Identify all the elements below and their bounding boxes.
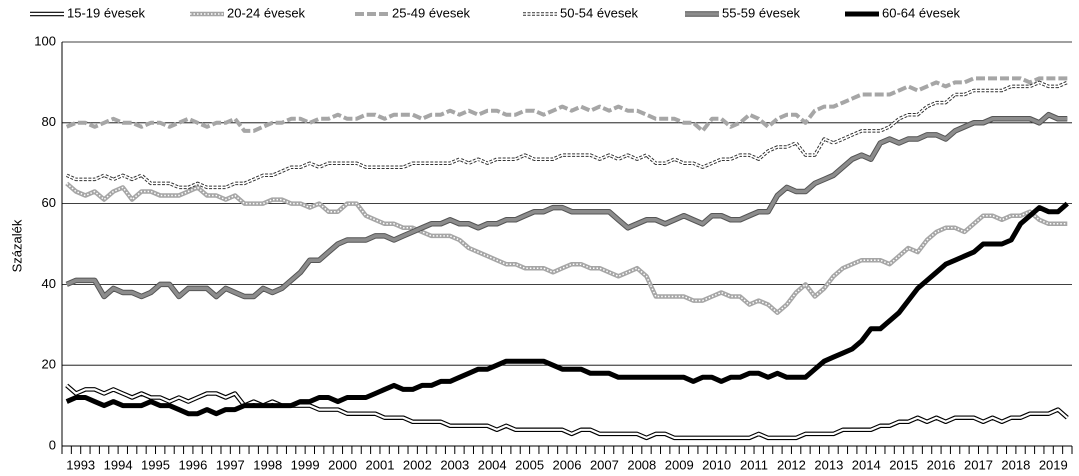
y-axis-label: Százalék [9, 219, 24, 272]
x-tick-label: 2003 [440, 457, 469, 472]
x-tick-label: 2010 [702, 457, 731, 472]
series-line [65, 76, 1068, 133]
x-tick-label: 1997 [216, 457, 245, 472]
series-line [66, 81, 1068, 189]
x-tick-label: 2013 [814, 457, 843, 472]
x-tick-label: 2018 [1001, 457, 1030, 472]
series-line [65, 111, 1068, 300]
legend-label: 55-59 évesek [722, 5, 801, 20]
legend-label: 20-24 évesek [227, 5, 306, 20]
x-tick-label: 2007 [590, 457, 619, 472]
x-tick-label: 2001 [366, 457, 395, 472]
x-tick-label: 1993 [66, 457, 95, 472]
legend-label: 50-54 évesek [560, 5, 639, 20]
legend-label: 15-19 évesek [67, 5, 146, 20]
x-tick-label: 2006 [553, 457, 582, 472]
x-tick-label: 2002 [403, 457, 432, 472]
x-tick-label: 2019 [1039, 457, 1068, 472]
x-tick-label: 2017 [964, 457, 993, 472]
x-tick-label: 2012 [777, 457, 806, 472]
x-tick-label: 2008 [627, 457, 656, 472]
x-tick-label: 1999 [291, 457, 320, 472]
legend-label: 60-64 évesek [882, 5, 961, 20]
x-tick-label: 2011 [740, 457, 768, 472]
legend-label: 25-49 évesek [392, 5, 471, 20]
x-tick-label: 2000 [328, 457, 357, 472]
series-line [65, 80, 1068, 190]
x-tick-label: 1996 [178, 457, 207, 472]
y-tick-label: 60 [42, 195, 56, 210]
y-tick-label: 80 [42, 114, 56, 129]
series-line [66, 182, 1068, 314]
y-tick-label: 100 [34, 33, 56, 48]
series-line [66, 112, 1068, 299]
x-tick-label: 2005 [515, 457, 544, 472]
x-tick-label: 2016 [927, 457, 956, 472]
series-line [65, 384, 1069, 439]
series-line [65, 201, 1069, 417]
y-tick-label: 0 [49, 437, 56, 452]
x-tick-label: 1994 [104, 457, 133, 472]
x-tick-label: 2009 [665, 457, 694, 472]
x-tick-label: 1995 [141, 457, 170, 472]
y-tick-label: 20 [42, 357, 56, 372]
x-tick-label: 1998 [253, 457, 282, 472]
y-tick-label: 40 [42, 276, 56, 291]
x-tick-label: 2015 [889, 457, 918, 472]
x-tick-label: 2014 [852, 457, 881, 472]
x-tick-label: 2004 [478, 457, 507, 472]
